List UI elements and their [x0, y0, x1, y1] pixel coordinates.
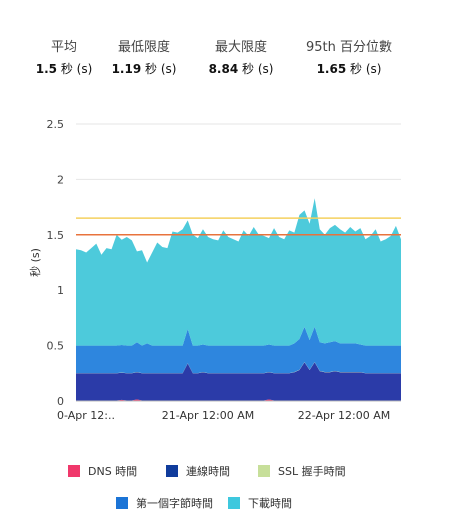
legend-swatch — [166, 465, 178, 477]
legend-item-download[interactable]: 下載時間 — [228, 495, 292, 511]
legend-item-ssl[interactable]: SSL 握手時間 — [258, 463, 346, 479]
stat-value: 8.84 秒 (s) — [186, 60, 296, 77]
legend-swatch — [116, 497, 128, 509]
area-series — [76, 198, 401, 346]
stat-unit: 秒 (s) — [60, 62, 93, 76]
area-series — [76, 326, 401, 374]
y-tick-label: 1 — [57, 284, 64, 297]
legend-label: 第一個字節時間 — [136, 497, 213, 510]
stat-number: 1.65 — [316, 62, 347, 76]
stat-average: 平均 1.5 秒 (s) — [9, 36, 119, 77]
y-axis-label: 秒 (s) — [28, 248, 42, 277]
stat-unit: 秒 (s) — [350, 62, 382, 76]
stat-maximum: 最大限度 8.84 秒 (s) — [186, 36, 296, 77]
legend-item-dns[interactable]: DNS 時間 — [68, 463, 137, 479]
stats-summary: 平均 1.5 秒 (s) 最低限度 1.19 秒 (s) 最大限度 8.84 秒… — [0, 0, 450, 90]
stat-value: 1.19 秒 (s) — [89, 60, 199, 77]
response-time-area-chart: 0 0.5 1 1.5 2 2.5 秒 (s) 0-Apr 12:.. 21-Apr 12:00… — [0, 118, 401, 425]
legend-label: 下載時間 — [248, 497, 292, 510]
stat-value: 1.65 秒 (s) — [294, 60, 404, 77]
legend-label: 連線時間 — [186, 465, 230, 478]
legend-swatch — [228, 497, 240, 509]
x-tick-label: 21-Apr 12:00 AM — [162, 409, 254, 422]
stat-95th-percentile: 95th 百分位數 1.65 秒 (s) — [294, 36, 404, 77]
stat-minimum: 最低限度 1.19 秒 (s) — [89, 36, 199, 77]
legend-label: SSL 握手時間 — [278, 465, 346, 478]
stat-unit: 秒 (s) — [242, 62, 274, 76]
legend-label: DNS 時間 — [88, 465, 138, 478]
legend-item-first-byte[interactable]: 第一個字節時間 — [116, 495, 213, 511]
chart-legend: DNS 時間 連線時間 SSL 握手時間 第一個字節時間 下載時間 — [0, 455, 450, 530]
y-tick-label: 0.5 — [47, 340, 65, 353]
stat-label: 95th 百分位數 — [305, 40, 392, 55]
stat-number: 1.5 — [35, 62, 57, 76]
stat-label: 最大限度 — [214, 40, 267, 55]
legend-swatch — [258, 465, 270, 477]
x-tick-label: 0-Apr 12:.. — [57, 409, 115, 422]
y-tick-label: 2 — [57, 173, 64, 186]
stat-number: 8.84 — [208, 62, 239, 76]
stat-unit: 秒 (s) — [145, 62, 177, 76]
y-tick-label: 0 — [57, 395, 64, 408]
area-series — [76, 362, 401, 401]
stat-number: 1.19 — [111, 62, 142, 76]
x-tick-label: 22-Apr 12:00 AM — [298, 409, 390, 422]
x-label-mask — [0, 405, 47, 425]
legend-swatch — [68, 465, 80, 477]
legend-item-connect[interactable]: 連線時間 — [166, 463, 230, 479]
stat-value: 1.5 秒 (s) — [9, 60, 119, 77]
stat-label: 平均 — [50, 40, 77, 55]
y-tick-label: 1.5 — [47, 229, 65, 242]
stat-label: 最低限度 — [117, 40, 170, 55]
y-tick-label: 2.5 — [47, 118, 65, 131]
